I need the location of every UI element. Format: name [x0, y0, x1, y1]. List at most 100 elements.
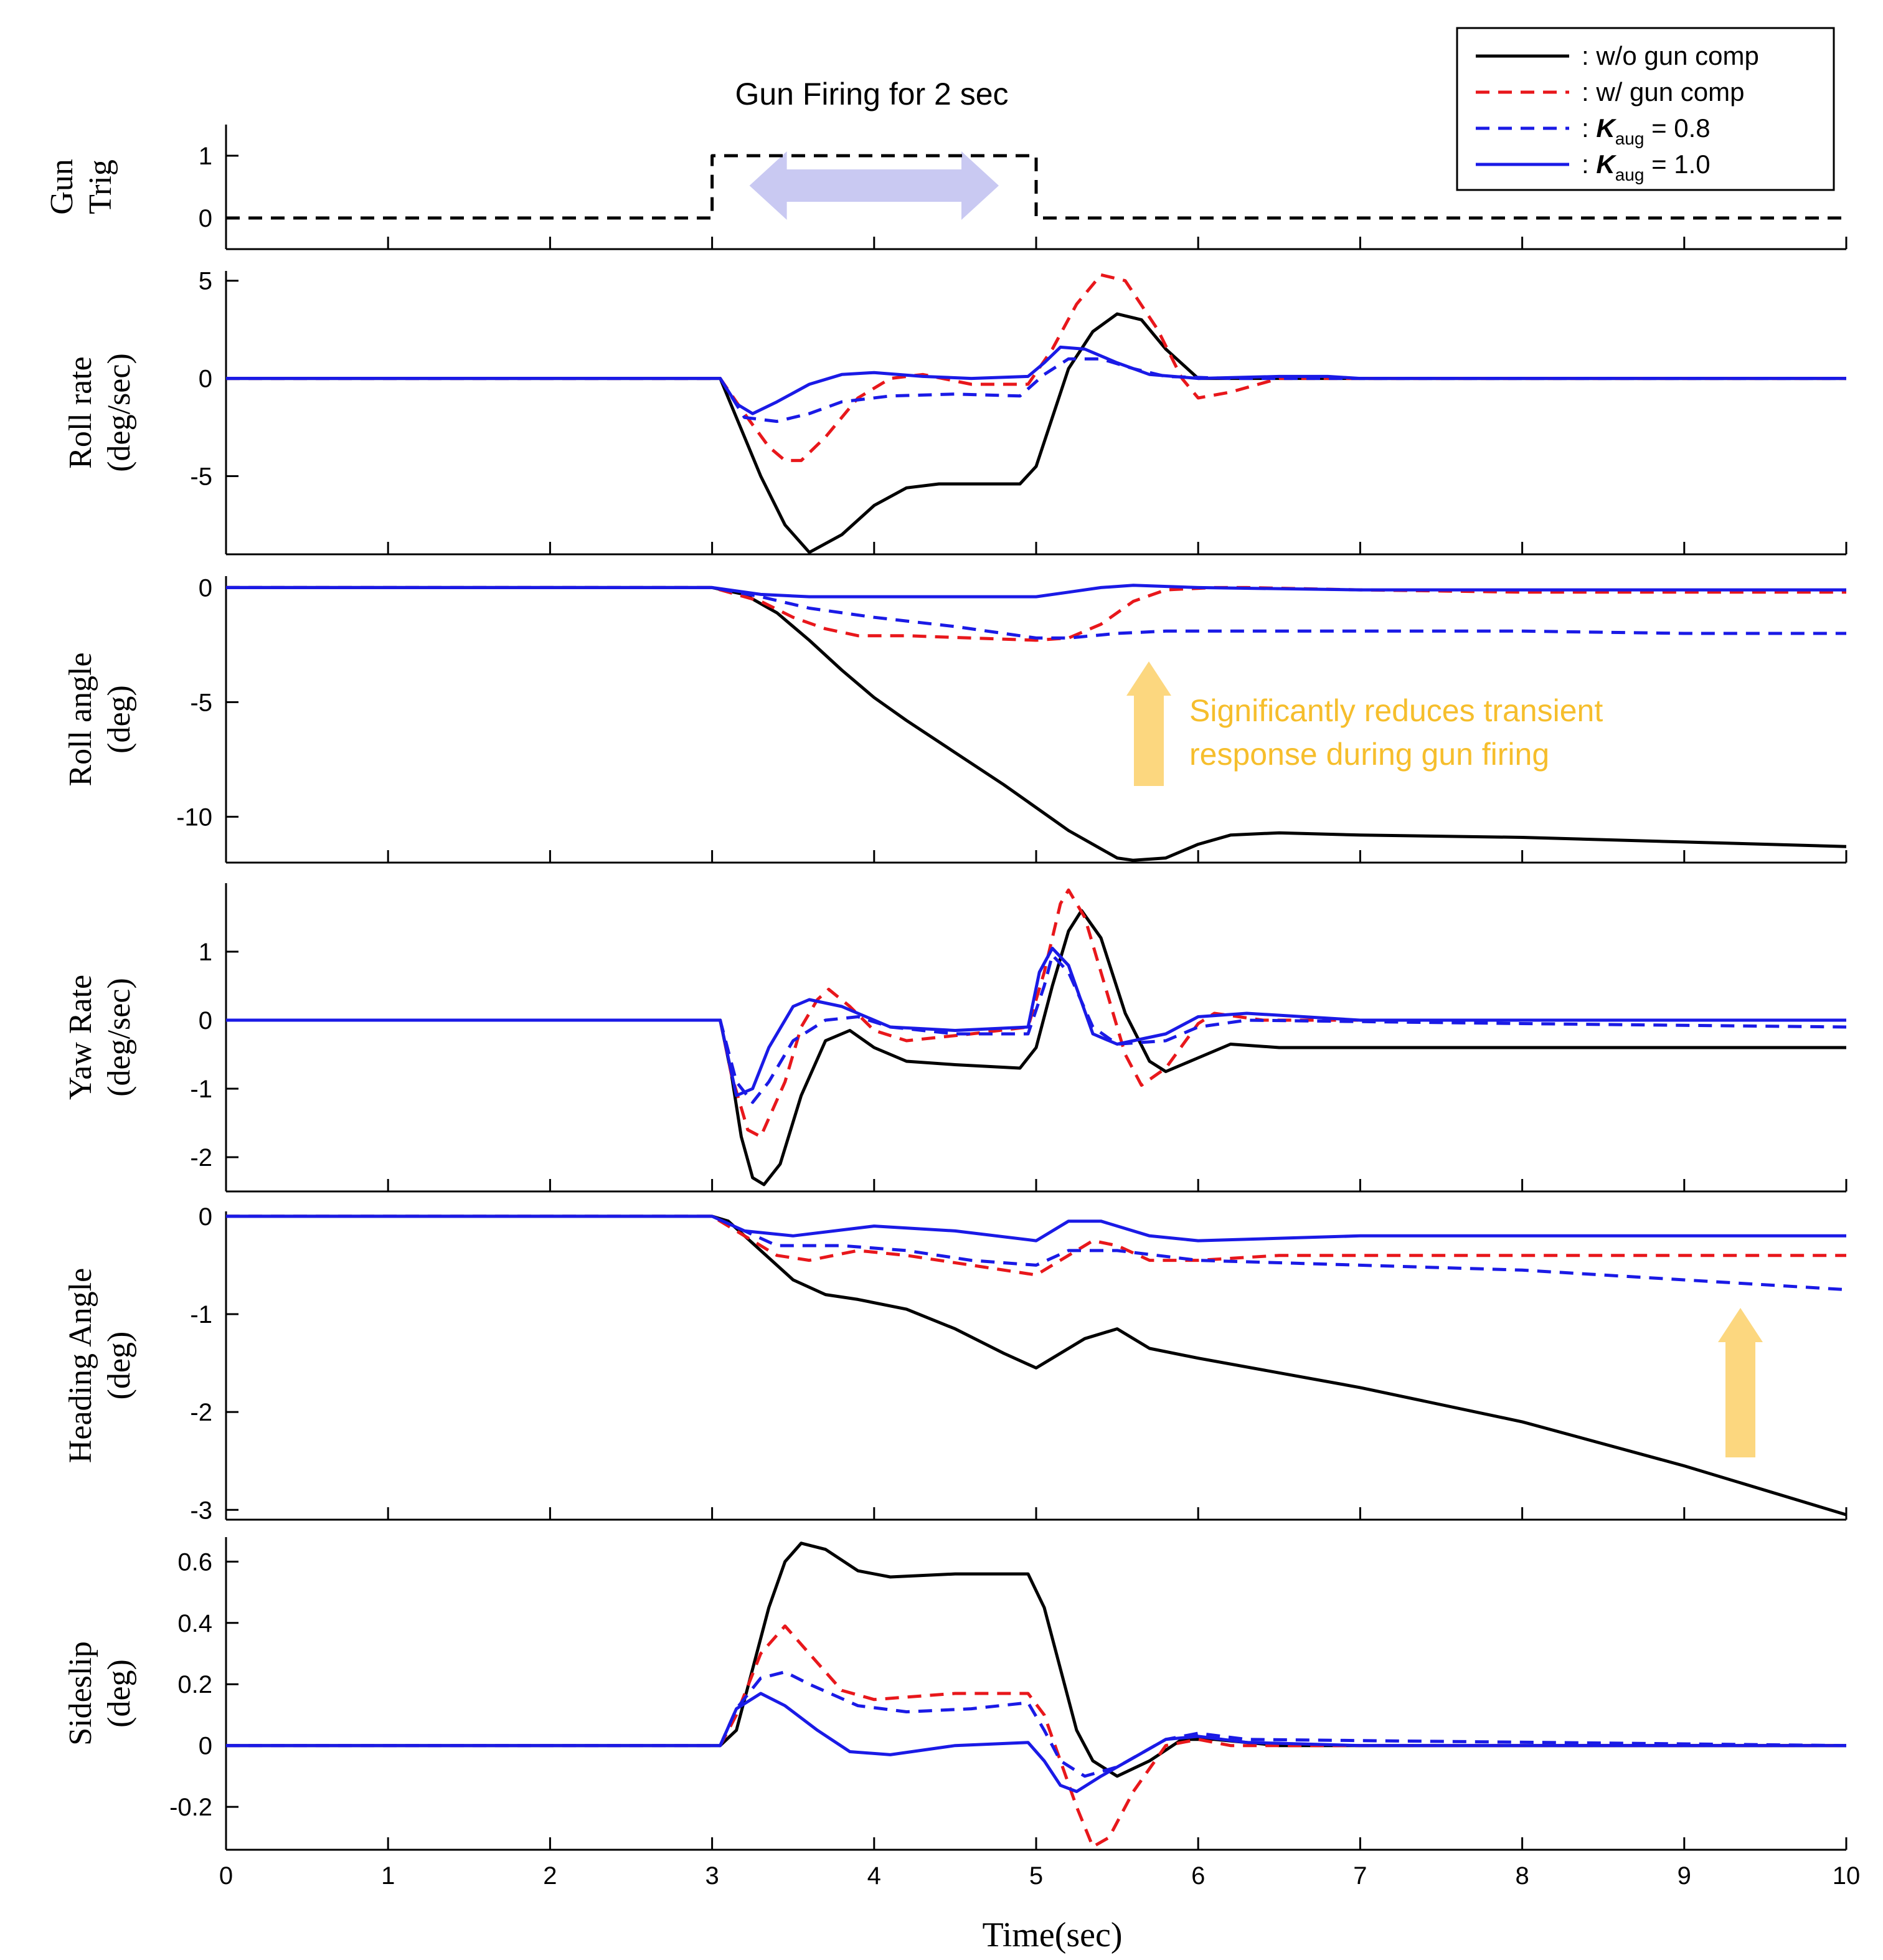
series-group-gun — [226, 154, 1846, 220]
series-line-sideslip-w — [226, 1624, 1846, 1849]
y-tick-label-yaw_rate: -1 — [190, 1076, 212, 1103]
y-axis-label-line: Heading Angle — [63, 1268, 98, 1463]
series-line-roll_angle-k10 — [226, 584, 1846, 599]
panel-roll_rate: -5 0 5 Roll rate(deg/sec) — [63, 268, 1848, 556]
legend-k-symbol: K — [1596, 113, 1616, 143]
y-axis-label-sideslip: Sideslip(deg) — [63, 1641, 137, 1746]
legend-label-suffix: = 1.0 — [1644, 149, 1710, 179]
x-tick-label: 5 — [1029, 1862, 1043, 1890]
series-group-yaw_rate — [226, 888, 1846, 1186]
series-line-roll_rate-k10 — [226, 345, 1846, 415]
series-line-sideslip-k10 — [226, 1692, 1846, 1793]
legend-label-prefix: : w/o gun comp — [1582, 41, 1759, 70]
y-tick-label-roll_angle: -10 — [176, 803, 212, 831]
y-axis-label-line: (deg) — [101, 685, 137, 754]
y-axis-label-line: (deg/sec) — [101, 978, 137, 1097]
gun-firing-title: Gun Firing for 2 sec — [735, 77, 1008, 111]
y-axis-label-line: (deg) — [101, 1332, 137, 1400]
y-axis-label-line: Roll rate — [63, 356, 98, 469]
y-tick-label-gun: 0 — [199, 205, 212, 232]
series-line-yaw_rate-wo — [226, 909, 1846, 1186]
x-tick-label: 7 — [1353, 1862, 1367, 1890]
series-line-roll_rate-w — [226, 273, 1846, 462]
x-tick-label: 9 — [1678, 1862, 1691, 1890]
roll-improvement-arrow-icon — [1126, 661, 1171, 786]
series-line-roll_angle-k08 — [226, 585, 1846, 640]
y-tick-label-heading: -3 — [190, 1497, 212, 1524]
panel-heading: -3 -2 -1 0 Heading Angle(deg) — [63, 1203, 1848, 1524]
y-tick-label-roll_rate: 0 — [199, 366, 212, 393]
y-tick-label-yaw_rate: 1 — [199, 939, 212, 966]
background-layer — [749, 151, 1763, 1457]
series-line-heading-w — [226, 1214, 1846, 1277]
legend-label-suffix: = 0.8 — [1644, 113, 1710, 143]
series-line-gun-trig — [226, 154, 1846, 220]
y-axis-label-gun: GunTrig — [44, 159, 118, 215]
series-group-roll_rate — [226, 273, 1846, 554]
y-tick-label-gun: 1 — [199, 143, 212, 170]
x-tick-label: 3 — [705, 1862, 719, 1890]
legend-label-prefix: : w/ gun comp — [1582, 77, 1744, 107]
x-tick-label: 0 — [219, 1862, 233, 1890]
legend-k-subscript: aug — [1615, 165, 1645, 184]
legend-k-subscript: aug — [1615, 129, 1645, 148]
y-tick-label-heading: -1 — [190, 1301, 212, 1328]
series-line-heading-k08 — [226, 1214, 1846, 1292]
series-line-yaw_rate-k08 — [226, 954, 1846, 1104]
legend-label-prefix: : — [1582, 113, 1596, 143]
y-tick-label-heading: -2 — [190, 1399, 212, 1426]
series-line-heading-wo — [226, 1214, 1846, 1517]
series-group-heading — [226, 1214, 1846, 1517]
x-axis-label: Time(sec) — [982, 1916, 1122, 1954]
legend-label-wo: : w/o gun comp — [1582, 41, 1759, 70]
x-tick-label: 8 — [1515, 1862, 1529, 1890]
series-line-heading-k10 — [226, 1214, 1846, 1243]
y-axis-label-line: Trig — [83, 159, 118, 214]
y-tick-label-sideslip: 0.2 — [177, 1671, 212, 1698]
legend-label-k10: : Kaug = 1.0 — [1582, 149, 1711, 184]
gun-firing-duration-arrow — [749, 151, 999, 220]
y-axis-label-line: (deg) — [101, 1659, 137, 1728]
series-line-roll_rate-wo — [226, 312, 1846, 554]
y-axis-label-line: Yaw Rate — [63, 975, 98, 1100]
roll-annotation-line-1: Significantly reduces transient — [1189, 693, 1603, 728]
y-tick-label-yaw_rate: 0 — [199, 1007, 212, 1034]
y-tick-label-roll_rate: 5 — [199, 268, 212, 295]
series-line-sideslip-k08 — [226, 1670, 1846, 1778]
series-line-roll_rate-k08 — [226, 357, 1846, 424]
roll-annotation-line-2: response during gun firing — [1189, 737, 1549, 772]
y-tick-label-roll_angle: -5 — [190, 689, 212, 716]
y-axis-label-line: (deg/sec) — [101, 353, 137, 472]
legend-label-w: : w/ gun comp — [1582, 77, 1744, 107]
y-tick-label-sideslip: 0.4 — [177, 1610, 212, 1637]
y-tick-label-heading: 0 — [199, 1203, 212, 1231]
y-tick-label-sideslip: -0.2 — [169, 1794, 212, 1821]
y-tick-label-roll_rate: -5 — [190, 463, 212, 490]
y-axis-label-line: Gun — [44, 159, 80, 215]
series-line-roll_angle-wo — [226, 585, 1846, 862]
legend: : w/o gun comp: w/ gun comp: Kaug = 0.8:… — [1456, 27, 1835, 191]
y-tick-label-roll_angle: 0 — [199, 574, 212, 602]
series-group-sideslip — [226, 1541, 1846, 1849]
x-tick-label: 6 — [1191, 1862, 1205, 1890]
series-line-yaw_rate-w — [226, 888, 1846, 1139]
y-tick-label-yaw_rate: -2 — [190, 1144, 212, 1172]
y-tick-label-sideslip: 0.6 — [177, 1548, 212, 1576]
x-tick-label: 10 — [1833, 1862, 1861, 1890]
y-axis-label-roll_rate: Roll rate(deg/sec) — [63, 353, 137, 472]
y-axis-label-heading: Heading Angle(deg) — [63, 1268, 137, 1463]
y-axis-label-line: Sideslip — [63, 1641, 98, 1746]
heading-improvement-arrow-icon — [1718, 1308, 1763, 1457]
panel-gun: 0 1 GunTrig — [44, 125, 1848, 250]
series-line-yaw_rate-k10 — [226, 947, 1846, 1097]
x-tick-label: 2 — [543, 1862, 557, 1890]
panel-roll_angle: -10 -5 0 Roll angle(deg) — [63, 574, 1848, 864]
y-axis-label-line: Roll angle — [63, 652, 98, 786]
x-tick-label: 4 — [867, 1862, 881, 1890]
y-axis-label-roll_angle: Roll angle(deg) — [63, 652, 137, 786]
annotations-layer: Gun Firing for 2 sec Significantly reduc… — [735, 77, 1603, 772]
legend-label-k08: : Kaug = 0.8 — [1582, 113, 1711, 148]
legend-k-symbol: K — [1596, 149, 1616, 179]
